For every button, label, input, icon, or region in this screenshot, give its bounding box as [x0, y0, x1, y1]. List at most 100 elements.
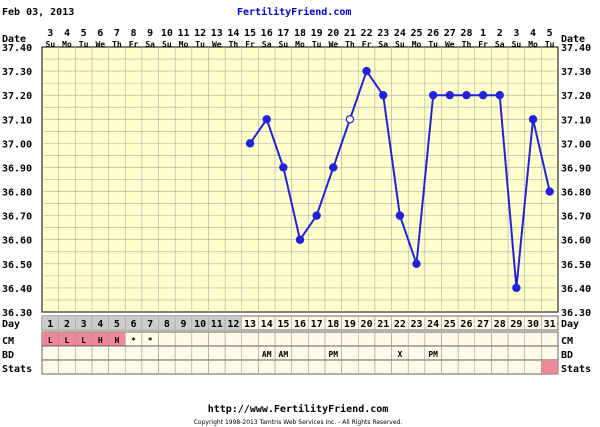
weekday-tick-label: Fr	[129, 40, 139, 49]
date-tick-label: 13	[211, 28, 223, 39]
date-tick-label: 18	[294, 28, 306, 39]
cycle-day-label: 11	[211, 319, 223, 330]
cycle-day-label: 5	[114, 319, 120, 330]
cycle-day-label: 27	[477, 319, 489, 330]
weekday-tick-label: Sa	[145, 40, 155, 49]
y-tick-label-right: 37.40	[561, 43, 591, 54]
cycle-day-label: 8	[164, 319, 170, 330]
temperature-point	[362, 66, 371, 76]
temperature-point	[512, 283, 521, 293]
cycle-day-label: 3	[81, 319, 87, 330]
cycle-day-label: 29	[510, 319, 522, 330]
weekday-tick-label: Su	[512, 40, 522, 49]
date-tick-label: 16	[261, 28, 273, 39]
cm-value: L	[65, 336, 70, 345]
weekday-tick-label: Th	[462, 40, 472, 49]
weekday-tick-label: Th	[345, 40, 355, 49]
y-tick-label-right: 36.60	[561, 236, 591, 247]
cycle-day-label: 21	[377, 319, 389, 330]
y-tick-label-right: 37.10	[561, 115, 591, 126]
cycle-day-label: 18	[327, 319, 339, 330]
date-tick-label: 21	[344, 28, 356, 39]
stats-row-label: Stats	[2, 364, 32, 375]
weekday-tick-label: Tu	[428, 40, 438, 49]
weekday-tick-label: Tu	[195, 40, 205, 49]
date-tick-label: 17	[277, 28, 289, 39]
temperature-point-open	[345, 115, 355, 124]
weekday-tick-label: Su	[279, 40, 289, 49]
temperature-point	[478, 90, 488, 100]
cm-value: L	[81, 336, 86, 345]
temperature-point	[545, 187, 554, 196]
weekday-tick-label: Mo	[62, 40, 72, 49]
temperature-point	[295, 235, 305, 244]
y-tick-label-left: 36.30	[2, 308, 32, 319]
weekday-tick-label: Sa	[262, 40, 272, 49]
cycle-day-label: 30	[527, 319, 539, 330]
date-tick-label: 20	[327, 28, 339, 39]
bd-value: AM	[279, 350, 289, 359]
date-tick-label: 23	[377, 28, 389, 39]
date-tick-label: 1	[480, 28, 486, 39]
y-tick-label-left: 37.20	[2, 91, 32, 102]
weekday-tick-label: Tu	[79, 40, 89, 49]
weekday-tick-label: Su	[46, 40, 56, 49]
plot-area: 37.40 37.40 37.30 37.30 37.20 37.20 37.10 37.10…	[2, 43, 591, 319]
cycle-day-label: 2	[64, 319, 70, 330]
day-row-label-right: Day	[561, 319, 579, 330]
cycle-day-label: 23	[410, 319, 422, 330]
cycle-day-label: 12	[227, 319, 239, 330]
cm-value: H	[98, 336, 103, 345]
y-tick-label-right: 36.40	[561, 284, 591, 295]
cm-row-label-right: CM	[561, 336, 573, 347]
temperature-point	[495, 90, 504, 100]
y-tick-label-left: 36.50	[2, 260, 32, 271]
y-tick-label-left: 36.40	[2, 284, 32, 295]
bd-value: PM	[328, 350, 338, 359]
date-tick-label: 22	[361, 28, 373, 39]
y-tick-label-left: 37.00	[2, 139, 32, 150]
stats-row-background	[41, 359, 559, 375]
temperature-point	[329, 163, 338, 172]
weekday-tick-label: Fr	[362, 40, 372, 49]
weekday-tick-label: Mo	[528, 40, 538, 49]
temperature-point	[245, 139, 255, 148]
bd-row-label-right: BD	[561, 350, 573, 361]
cycle-day-label: 14	[261, 319, 273, 330]
date-row-label-right: Date	[561, 34, 585, 45]
footer-url-link[interactable]: http://www.FertilityFriend.com	[208, 403, 389, 415]
temperature-point	[262, 115, 271, 124]
cm-value: *	[131, 336, 136, 345]
stats-row-cell	[541, 359, 559, 375]
weekday-tick-label: Th	[112, 40, 122, 49]
date-tick-label: 3	[47, 28, 53, 39]
cycle-day-label: 16	[294, 319, 306, 330]
date-tick-label: 4	[530, 28, 536, 39]
y-tick-label-right: 37.00	[561, 139, 591, 150]
cycle-day-label: 1	[47, 319, 53, 330]
date-tick-label: 26	[427, 28, 439, 39]
weekday-tick-label: Mo	[295, 40, 305, 49]
chart-date-title: Feb 03, 2013	[2, 7, 74, 18]
cycle-day-label: 20	[361, 319, 373, 330]
bd-row-background	[41, 345, 559, 361]
date-tick-label: 5	[81, 28, 87, 39]
weekday-tick-label: Sa	[495, 40, 505, 49]
y-tick-label-left: 36.70	[2, 212, 32, 223]
date-row-label: Date	[2, 34, 26, 45]
date-tick-label: 27	[444, 28, 456, 39]
date-tick-label: 24	[394, 28, 406, 39]
y-tick-label-left: 37.40	[2, 43, 32, 54]
cycle-day-label: 6	[131, 319, 137, 330]
cycle-day-label: 28	[494, 319, 506, 330]
temperature-series	[245, 66, 554, 293]
date-tick-label: 9	[147, 28, 153, 39]
date-tick-label: 11	[177, 28, 189, 39]
weekday-tick-label: We	[212, 40, 222, 49]
date-tick-label: 6	[97, 28, 103, 39]
site-title-link[interactable]: FertilityFriend.com	[237, 6, 351, 18]
y-tick-label-right: 36.70	[561, 212, 591, 223]
cm-row-label: CM	[2, 336, 14, 347]
y-tick-label-right: 37.20	[561, 91, 591, 102]
